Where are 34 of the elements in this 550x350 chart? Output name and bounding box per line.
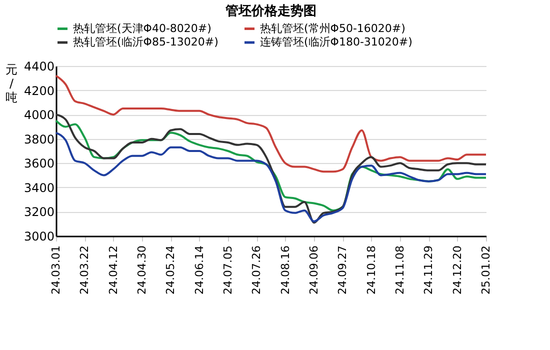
- x-tick-label: 24.09.06: [308, 246, 320, 294]
- y-tick-label: 4000: [24, 108, 54, 122]
- chart-title: 管坯价格走势图: [224, 3, 316, 19]
- legend-label: 热轧管坯(临沂Φ85-13020#): [73, 36, 218, 48]
- x-tick-label: 24.07.05: [222, 246, 234, 294]
- legend-label: 热轧管坯(常州Φ50-16020#): [260, 22, 406, 35]
- line-series: [55, 74, 487, 173]
- y-tick-label: 4200: [24, 84, 54, 98]
- x-tick-label: 24.09.27: [336, 246, 350, 294]
- x-tick-label: 24.06.14: [192, 246, 206, 294]
- x-tick-label: 24.12.20: [450, 246, 464, 294]
- x-tick-label: 24.04.12: [106, 246, 120, 294]
- y-tick-label: 3200: [24, 205, 54, 220]
- y-tick-label: 3000: [24, 230, 54, 244]
- line-series: [55, 120, 487, 212]
- y-tick-label: 3400: [24, 180, 54, 195]
- y-axis-title: 元/吨: [6, 62, 18, 104]
- legend-label: 连铸管坯(临沂Φ180-31020#): [260, 36, 412, 48]
- x-tick-label: 25.01.02: [480, 246, 492, 294]
- legend-label: 热轧管坯(天津Φ40-8020#): [73, 22, 212, 35]
- x-tick-label: 24.07.26: [250, 246, 264, 294]
- y-tick-label: 3800: [24, 132, 54, 146]
- x-tick-label: 24.10.18: [364, 246, 378, 294]
- line-series: [55, 132, 487, 222]
- y-tick-label: 3600: [24, 156, 54, 171]
- x-tick-label: 24.11.29: [422, 246, 436, 294]
- x-tick-label: 24.11.08: [394, 246, 406, 294]
- x-tick-label: 24.08.16: [278, 246, 292, 294]
- x-tick-label: 24.03.01: [50, 246, 62, 294]
- x-tick-label: 24.04.30: [136, 246, 148, 294]
- x-tick-label: 24.05.24: [164, 246, 178, 294]
- y-tick-label: 4400: [24, 60, 54, 74]
- line-series: [55, 114, 487, 224]
- x-tick-label: 24.03.22: [78, 246, 92, 294]
